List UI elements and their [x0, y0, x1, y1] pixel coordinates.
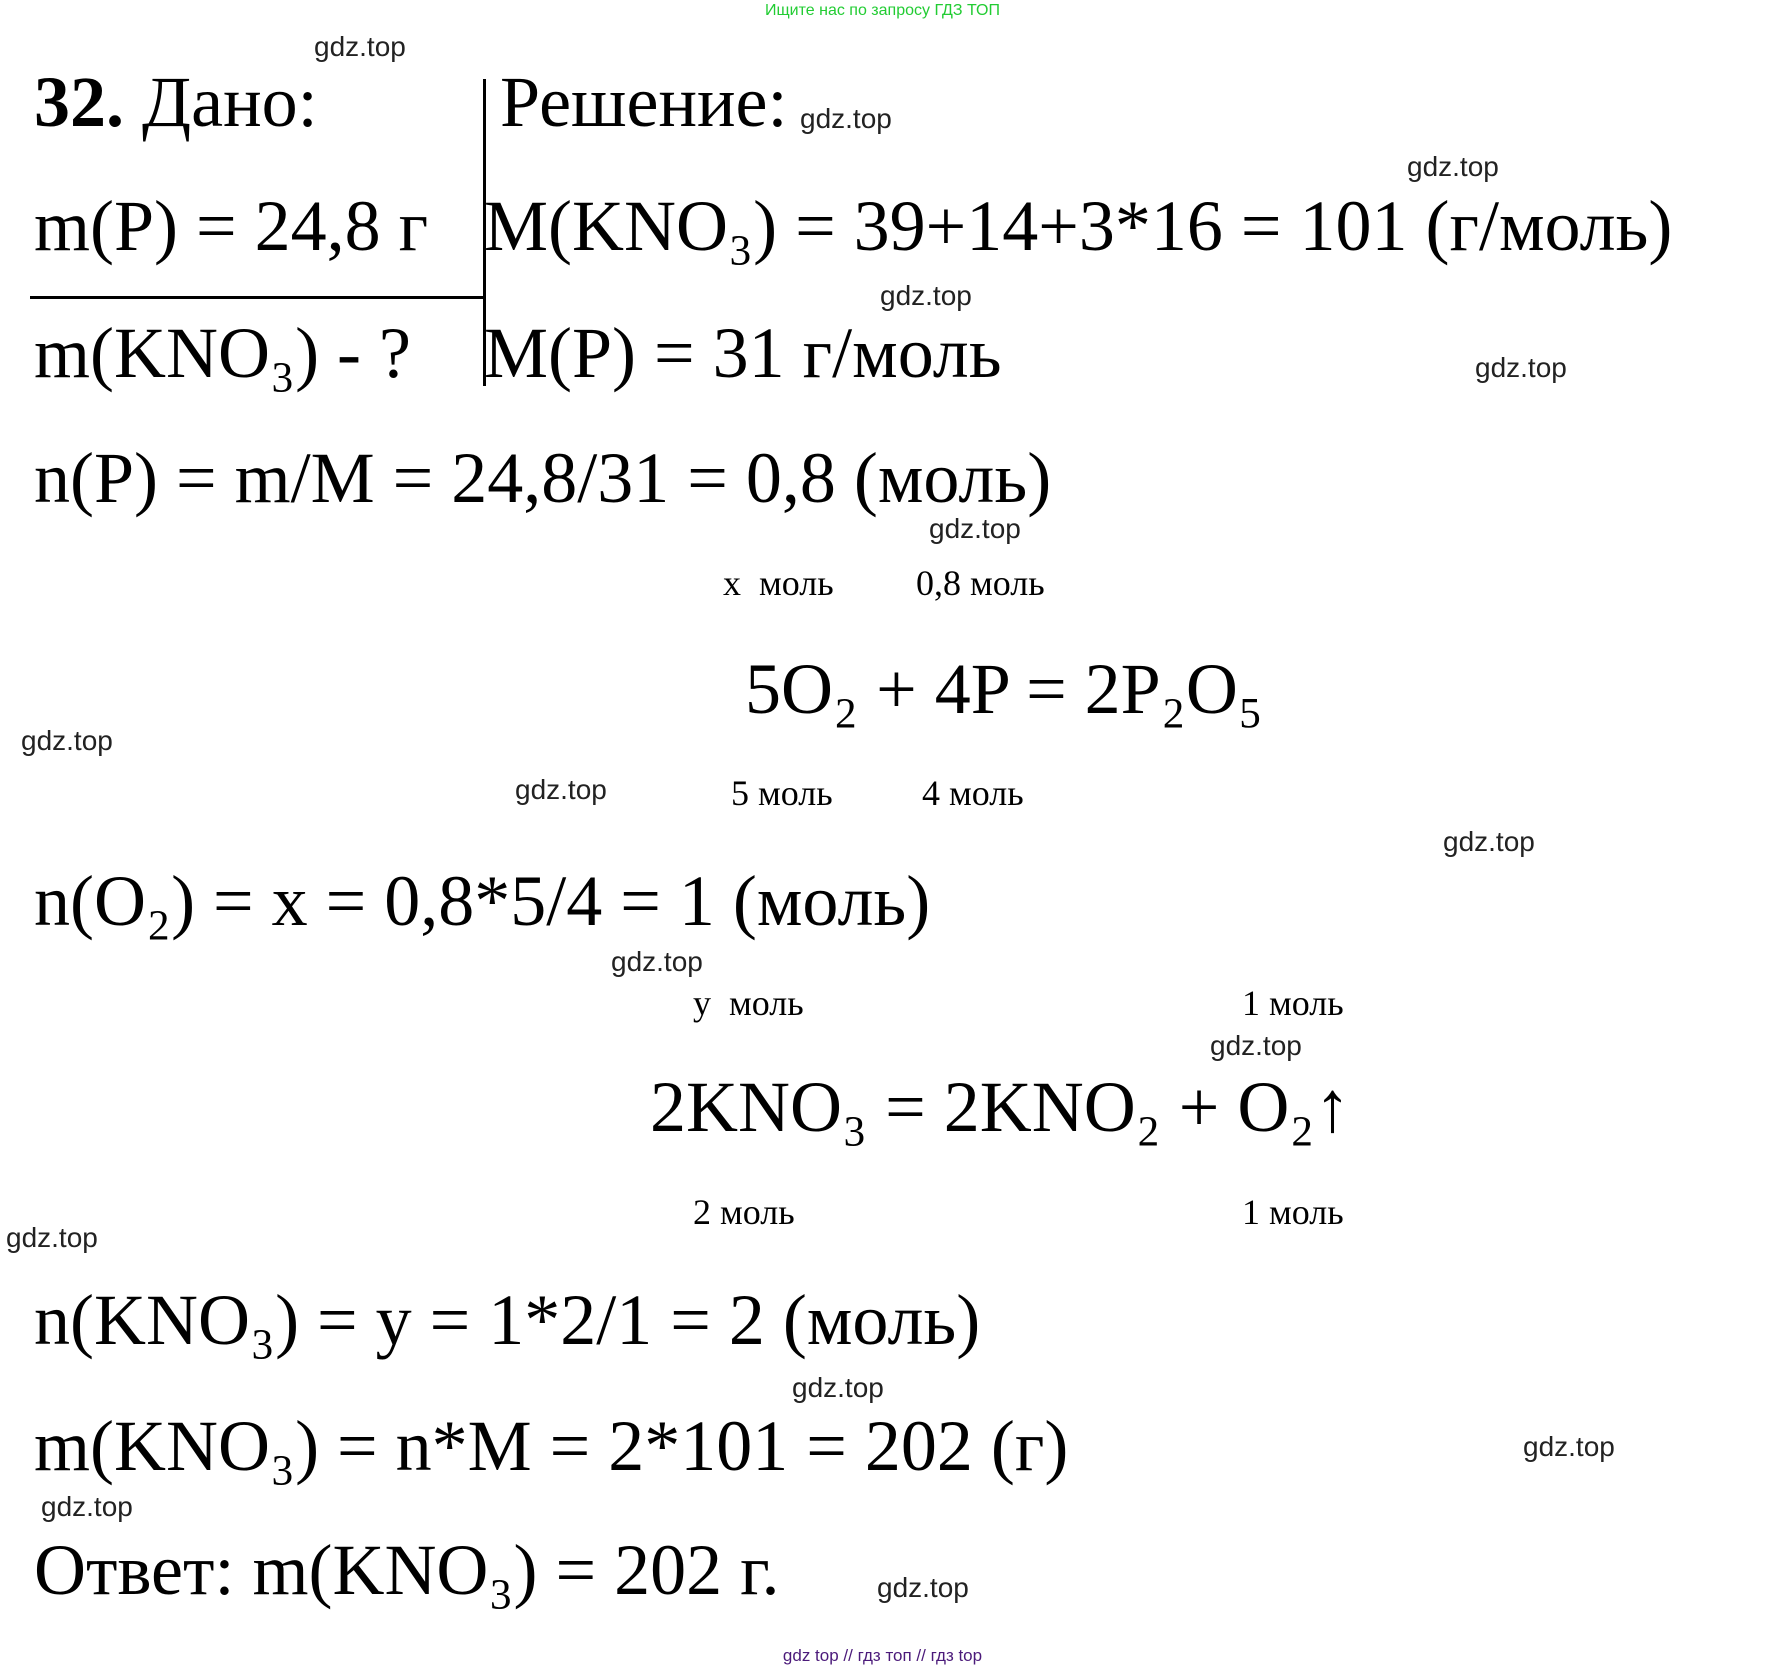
watermark: gdz.top: [41, 1491, 133, 1522]
watermark: gdz.top: [21, 725, 113, 756]
watermark: gdz.top: [877, 1572, 969, 1603]
moles-o2: n(O₂) = x = 0,8*5/4 = 1 (моль): [34, 861, 931, 941]
watermark: gdz.top: [515, 774, 607, 805]
solution-title: Решение:: [500, 62, 788, 142]
given-divider: [30, 296, 484, 299]
equation-1: 5O₂ + 4P = 2P₂O₅: [745, 649, 1263, 729]
watermark: gdz.top: [929, 513, 1021, 544]
given-mass-p: m(P) = 24,8 г: [34, 186, 429, 266]
eq1-bottom-right: 4 моль: [922, 773, 1024, 813]
given-title: Дано:: [142, 62, 318, 142]
watermark: gdz.top: [792, 1372, 884, 1403]
eq1-bottom-left: 5 моль: [731, 773, 833, 813]
watermark: gdz.top: [880, 280, 972, 311]
eq2-top-right: 1 моль: [1242, 983, 1344, 1023]
watermark: gdz.top: [1210, 1030, 1302, 1061]
eq1-top-left: x моль: [723, 563, 834, 603]
watermark: gdz.top: [611, 946, 703, 977]
watermark: gdz.top: [1523, 1431, 1615, 1462]
mass-kno3: m(KNO₃) = n*M = 2*101 = 202 (г): [34, 1406, 1069, 1486]
watermark: gdz.top: [1407, 151, 1499, 182]
watermark: gdz.top: [800, 103, 892, 134]
moles-p: n(P) = m/M = 24,8/31 = 0,8 (моль): [34, 438, 1052, 518]
watermark: gdz.top: [314, 31, 406, 62]
problem-number: 32.: [34, 62, 124, 142]
eq2-top-left: y моль: [693, 983, 804, 1023]
answer: Ответ: m(KNO₃) = 202 г.: [34, 1530, 780, 1610]
footer-banner: gdz top // гдз топ // гдз top: [782, 1646, 983, 1665]
search-banner: Ищите нас по запросу ГДЗ ТОП: [765, 2, 1000, 19]
molar-mass-p: M(P) = 31 г/моль: [484, 313, 1002, 393]
equation-2: 2KNO₃ = 2KNO₂ + O₂↑: [650, 1067, 1351, 1147]
given-heading: 32. Дано:: [34, 66, 318, 138]
watermark: gdz.top: [6, 1222, 98, 1253]
eq1-top-right: 0,8 моль: [916, 563, 1045, 603]
eq2-bottom-left: 2 моль: [693, 1192, 795, 1232]
watermark: gdz.top: [1443, 826, 1535, 857]
find-mass-kno3: m(KNO₃) - ?: [34, 313, 411, 393]
moles-kno3: n(KNO₃) = y = 1*2/1 = 2 (моль): [34, 1280, 981, 1360]
watermark: gdz.top: [1475, 352, 1567, 383]
molar-mass-kno3: M(KNO₃) = 39+14+3*16 = 101 (г/моль): [484, 186, 1673, 266]
eq2-bottom-right: 1 моль: [1242, 1192, 1344, 1232]
given-vertical-divider: [483, 79, 486, 386]
